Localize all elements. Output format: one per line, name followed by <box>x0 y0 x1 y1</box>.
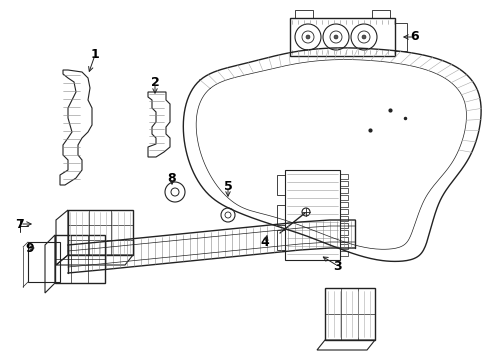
Bar <box>28 242 60 282</box>
Text: 6: 6 <box>410 31 418 44</box>
Circle shape <box>333 35 337 39</box>
Text: 8: 8 <box>167 171 176 184</box>
Circle shape <box>305 35 309 39</box>
Bar <box>325 288 374 340</box>
Text: 3: 3 <box>333 260 342 273</box>
Text: 4: 4 <box>260 237 269 249</box>
Circle shape <box>361 35 365 39</box>
Text: 2: 2 <box>150 76 159 89</box>
Bar <box>371 10 389 18</box>
Bar <box>339 181 347 186</box>
Text: 1: 1 <box>90 49 99 62</box>
Bar <box>339 216 347 221</box>
Bar <box>339 188 347 193</box>
Bar <box>68 210 133 255</box>
Bar <box>339 244 347 249</box>
Bar <box>339 230 347 235</box>
Bar <box>276 175 285 195</box>
Bar <box>339 209 347 214</box>
Bar <box>55 235 105 283</box>
Bar <box>339 223 347 228</box>
Text: 7: 7 <box>16 217 24 230</box>
Bar <box>339 237 347 242</box>
Bar <box>339 251 347 256</box>
Bar <box>276 230 285 250</box>
Bar <box>276 205 285 225</box>
Bar <box>285 170 339 260</box>
Bar <box>339 195 347 200</box>
Text: 5: 5 <box>223 180 232 194</box>
Bar <box>394 23 406 51</box>
Bar <box>339 174 347 179</box>
Bar <box>289 18 394 56</box>
Bar <box>339 202 347 207</box>
Bar <box>294 10 312 18</box>
Text: 9: 9 <box>26 242 34 255</box>
